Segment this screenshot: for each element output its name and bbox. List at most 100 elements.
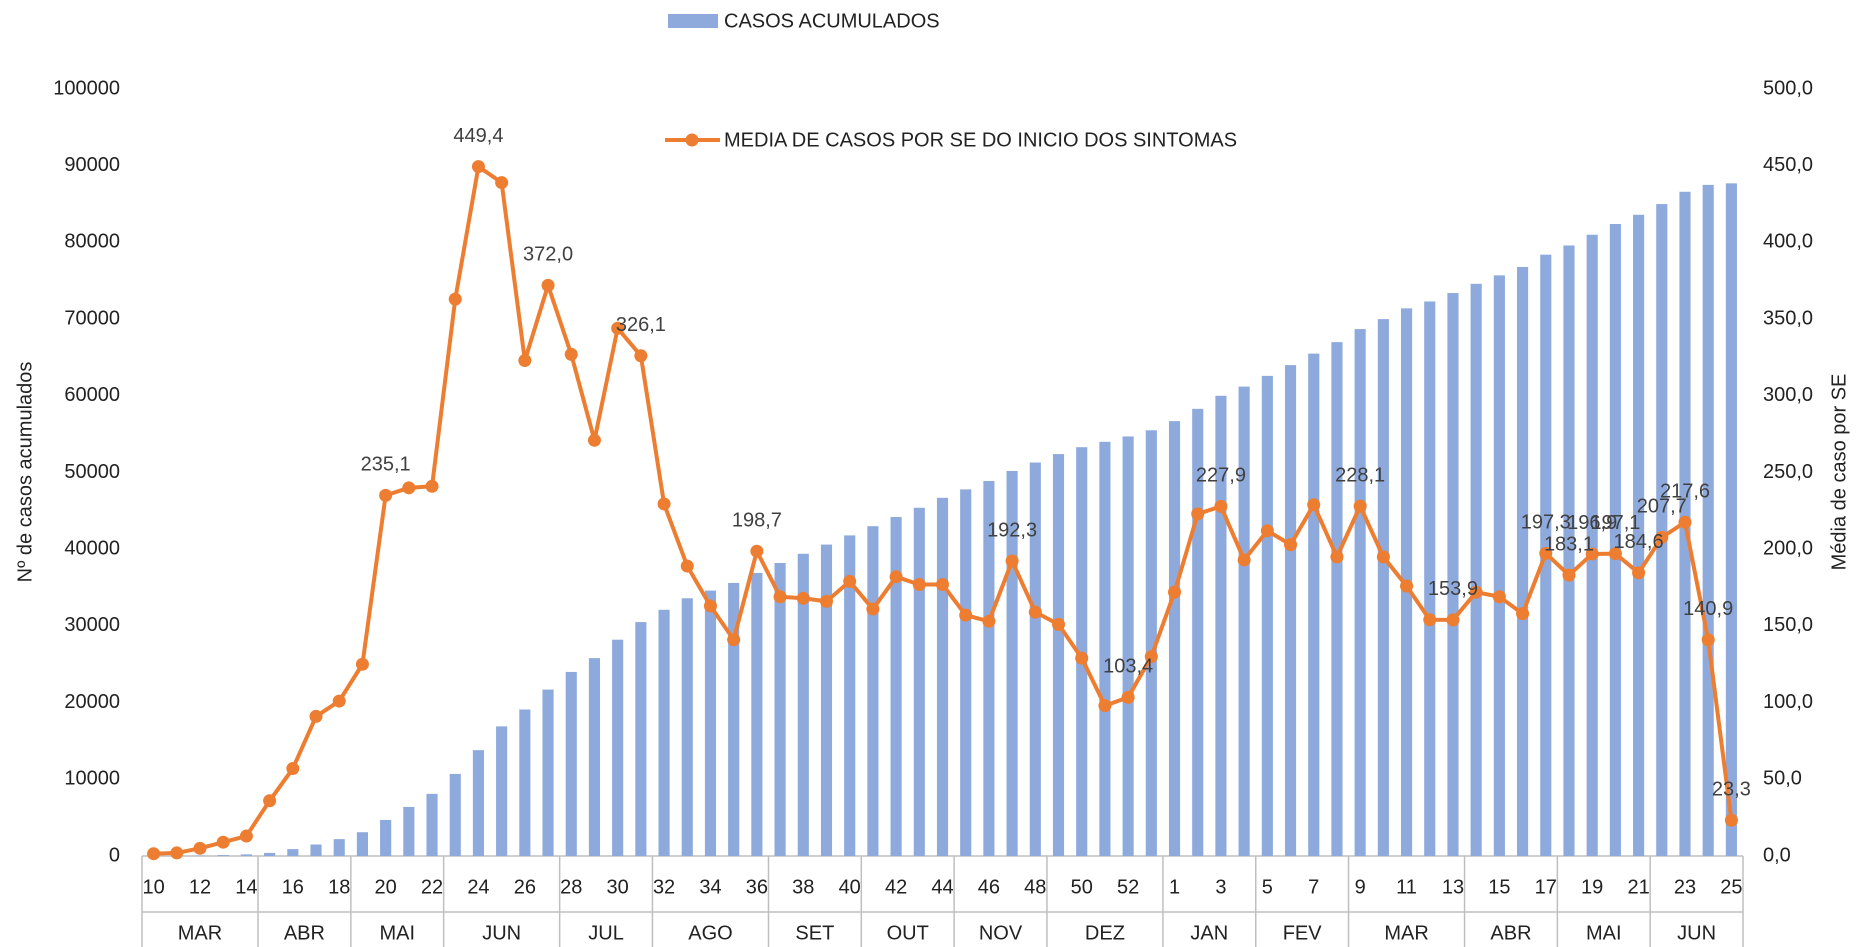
x-tick-label: 50	[1071, 876, 1093, 898]
line-marker	[843, 574, 857, 588]
line-marker	[1446, 613, 1460, 627]
bar	[983, 480, 995, 856]
x-tick-label: 17	[1535, 876, 1557, 898]
line-marker	[982, 614, 996, 628]
value-label: 227,9	[1196, 465, 1246, 487]
x-tick-label: 23	[1674, 876, 1696, 898]
x-tick-label: 15	[1488, 876, 1510, 898]
x-tick-label: 13	[1442, 876, 1464, 898]
line-marker	[1724, 813, 1738, 827]
bar	[1076, 447, 1088, 856]
value-label: 449,4	[453, 125, 503, 147]
y-tick-label: 20000	[64, 691, 120, 713]
line-marker	[866, 602, 880, 616]
line-marker	[1284, 538, 1298, 552]
bar	[1377, 319, 1389, 857]
bar	[1192, 408, 1204, 856]
line-marker	[355, 657, 369, 671]
bar	[1470, 283, 1482, 856]
x-tick-label: 44	[931, 876, 953, 898]
line-marker	[1214, 499, 1228, 513]
line-marker	[587, 433, 601, 447]
bar	[1493, 275, 1505, 857]
bar	[1424, 301, 1436, 857]
x-tick-label: 16	[282, 876, 304, 898]
value-label: 372,0	[523, 244, 573, 266]
line-marker	[518, 354, 532, 368]
bar	[217, 855, 229, 856]
line-marker	[1585, 547, 1599, 561]
y-tick-label: 40000	[64, 537, 120, 559]
x-tick-label: 38	[792, 876, 814, 898]
line-marker	[1121, 690, 1135, 704]
line-marker	[263, 794, 277, 808]
line-marker	[332, 694, 346, 708]
bar	[1447, 293, 1459, 857]
line-marker	[1075, 651, 1089, 665]
month-label: NOV	[979, 922, 1023, 944]
value-label: 217,6	[1660, 480, 1710, 502]
month-label: OUT	[887, 922, 929, 944]
bar	[1261, 375, 1273, 856]
line-marker	[819, 594, 833, 608]
bar	[380, 819, 392, 856]
legend-swatch	[668, 14, 718, 28]
line-marker	[1028, 605, 1042, 619]
x-tick-label: 9	[1355, 876, 1366, 898]
value-label: 153,9	[1428, 578, 1478, 600]
value-label: 183,1	[1544, 533, 1594, 555]
bar	[449, 773, 461, 856]
bar	[403, 806, 415, 856]
line-marker	[657, 497, 671, 511]
line-marker	[1608, 547, 1622, 561]
legend-label: MEDIA DE CASOS POR SE DO INICIO DOS SINT…	[724, 129, 1237, 151]
bar	[496, 726, 508, 856]
line-marker	[1237, 553, 1251, 567]
line-marker	[448, 292, 462, 306]
x-tick-label: 12	[189, 876, 211, 898]
line-marker	[425, 479, 439, 493]
y-tick-label: 90000	[64, 154, 120, 176]
x-tick-label: 30	[607, 876, 629, 898]
x-tick-label: 34	[699, 876, 721, 898]
y2-axis-title: Média de caso por SE	[1828, 374, 1850, 571]
line-marker	[796, 591, 810, 605]
bar	[635, 622, 647, 856]
value-label: 192,3	[987, 519, 1037, 541]
line-marker	[402, 481, 416, 495]
line-marker	[727, 633, 741, 647]
month-label: MAI	[1586, 922, 1622, 944]
value-label: 184,6	[1614, 531, 1664, 553]
line-marker	[1469, 585, 1483, 599]
x-tick-label: 18	[328, 876, 350, 898]
x-tick-label: 52	[1117, 876, 1139, 898]
line-marker	[1539, 546, 1553, 560]
bar	[797, 553, 809, 856]
bar	[1609, 223, 1621, 856]
line-marker	[1098, 699, 1112, 713]
bar	[681, 598, 693, 856]
line-marker	[379, 488, 393, 502]
line-marker	[680, 559, 694, 573]
line-marker	[773, 590, 787, 604]
value-label: 207,7	[1637, 496, 1687, 518]
line-marker	[959, 608, 973, 622]
y-tick-label: 30000	[64, 614, 120, 636]
y2-tick-label: 200,0	[1763, 537, 1813, 559]
bar	[426, 793, 438, 856]
line-marker	[495, 176, 509, 190]
month-label: JUN	[1677, 922, 1716, 944]
line-marker	[1492, 590, 1506, 604]
bar	[1006, 470, 1018, 856]
bar	[1238, 386, 1250, 856]
line-marker	[1260, 524, 1274, 538]
line-marker	[912, 577, 926, 591]
x-tick-label: 25	[1720, 876, 1742, 898]
bar	[264, 852, 276, 856]
y-axis-title: Nº de casos acumulados	[14, 362, 36, 583]
x-tick-label: 22	[421, 876, 443, 898]
bar	[1586, 234, 1598, 857]
value-label: 198,7	[732, 509, 782, 531]
line-marker	[611, 321, 625, 335]
line-marker	[1005, 554, 1019, 568]
